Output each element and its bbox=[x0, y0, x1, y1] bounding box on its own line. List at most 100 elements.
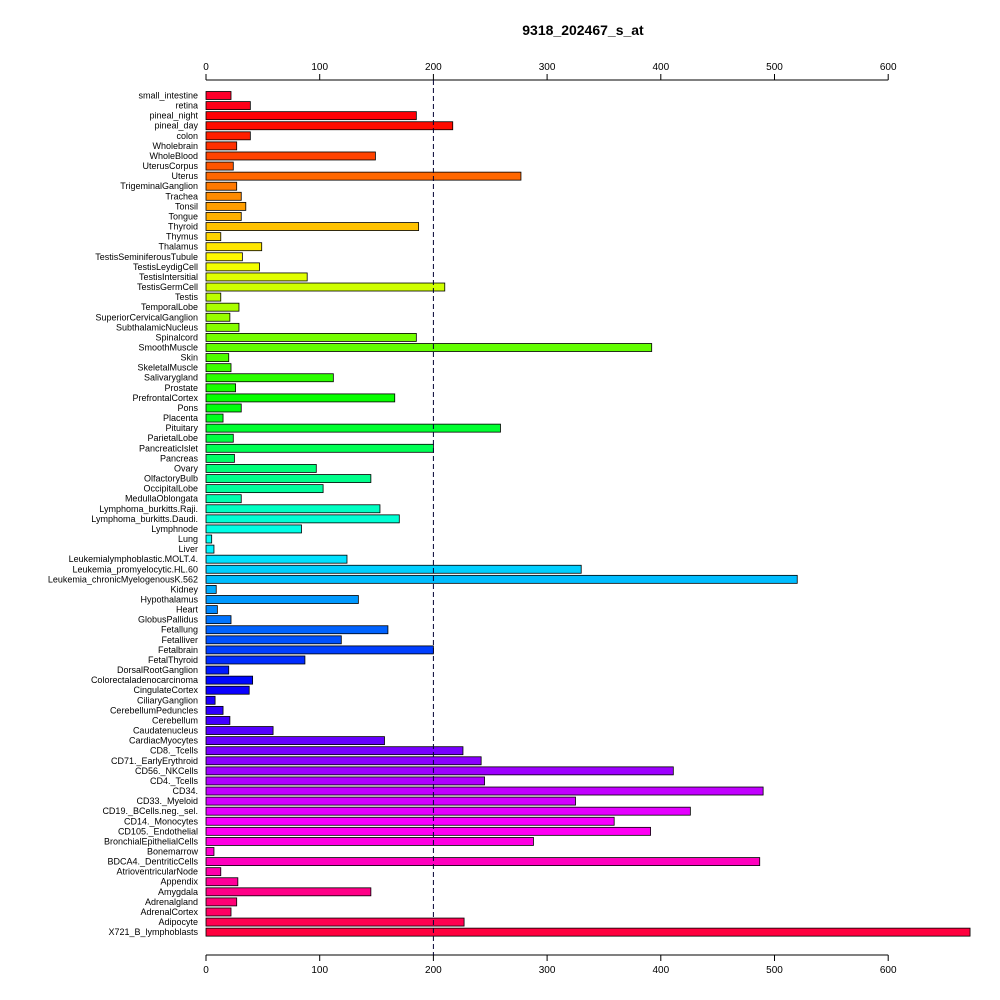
category-label: TestisGermCell bbox=[137, 282, 198, 292]
category-label: Pons bbox=[177, 403, 198, 413]
category-label: CD14._Monocytes bbox=[124, 816, 199, 826]
category-label: ParietalLobe bbox=[147, 433, 198, 443]
x-axis-top: 0 100 200 300 400 500 600 bbox=[203, 62, 897, 81]
bar-CD8._Tcells bbox=[205, 746, 464, 756]
bar-retina bbox=[205, 101, 251, 110]
category-label: Spinalcord bbox=[155, 332, 198, 342]
category-label: Salivarygland bbox=[144, 373, 198, 383]
bar-CiliaryGanglion bbox=[205, 695, 216, 705]
category-label: Pancreas bbox=[160, 453, 199, 463]
bar-AtrioventricularNode bbox=[205, 867, 222, 877]
bar-CD19._BCells.neg._sel. bbox=[205, 806, 691, 816]
category-label: WholeBlood bbox=[149, 151, 198, 161]
bar-CD14._Monocytes bbox=[205, 816, 615, 826]
category-label: Fetalbrain bbox=[158, 645, 198, 655]
bar-Pituitary bbox=[205, 423, 501, 433]
category-label: Tonsil bbox=[175, 201, 198, 211]
bar-CingulateCortex bbox=[205, 685, 250, 695]
bar-Prostate bbox=[205, 383, 236, 393]
category-label: Thalamus bbox=[158, 242, 198, 252]
tick-label: 200 bbox=[425, 62, 442, 73]
category-label: Skin bbox=[180, 353, 198, 363]
bar-TestisSeminiferousTubule bbox=[205, 252, 243, 262]
bar-Leukemialymphoblastic.MOLT.4. bbox=[205, 554, 348, 564]
category-label: Amygdala bbox=[158, 887, 198, 897]
category-label: Fetalliver bbox=[161, 635, 198, 645]
bars-group: small_intestineretinapineal_nightpineal_… bbox=[48, 91, 971, 937]
category-label: pineal_night bbox=[149, 111, 198, 121]
bar-Uterus bbox=[205, 171, 522, 181]
bar-PrefrontalCortex bbox=[205, 393, 396, 403]
bar-colon bbox=[205, 131, 251, 141]
bar-X721_B_lymphoblasts bbox=[205, 927, 971, 937]
tick-label: 600 bbox=[880, 965, 897, 976]
bar-Thalamus bbox=[205, 242, 263, 252]
bar-Lymphoma_burkitts.Daudi. bbox=[205, 514, 400, 524]
bar-CD105._Endothelial bbox=[205, 826, 651, 836]
tick-label: 100 bbox=[311, 965, 328, 976]
category-label: OlfactoryBulb bbox=[144, 474, 198, 484]
category-label: Pituitary bbox=[165, 423, 198, 433]
category-label: Testis bbox=[175, 292, 199, 302]
category-label: Trachea bbox=[165, 191, 198, 201]
bar-DorsalRootGanglion bbox=[205, 665, 230, 675]
bar-Adrenalgland bbox=[205, 897, 238, 907]
category-label: Bonemarrow bbox=[147, 847, 199, 857]
tick-label: 400 bbox=[652, 965, 669, 976]
tick-label: 0 bbox=[203, 62, 209, 73]
bar-Cerebellum bbox=[205, 716, 231, 725]
category-label: Caudatenucleus bbox=[133, 726, 199, 736]
category-label: retina bbox=[175, 101, 198, 111]
category-label: CD105._Endothelial bbox=[118, 826, 198, 836]
category-label: Lymphnode bbox=[151, 524, 198, 534]
category-label: Leukemia_chronicMyelogenousK.562 bbox=[48, 574, 198, 584]
category-label: OccipitalLobe bbox=[143, 484, 198, 494]
bar-Tonsil bbox=[205, 201, 247, 211]
tick-label: 300 bbox=[539, 62, 556, 73]
bar-Colorectaladenocarcinoma bbox=[205, 675, 254, 685]
category-label: TrigeminalGanglion bbox=[120, 181, 198, 191]
category-label: CD56._NKCells bbox=[135, 766, 199, 776]
category-label: Lymphoma_burkitts.Daudi. bbox=[91, 514, 198, 524]
bar-CD71._EarlyErythroid bbox=[205, 756, 482, 766]
category-label: Cerebellum bbox=[152, 715, 198, 725]
category-label: Lung bbox=[178, 534, 198, 544]
category-label: Adrenalgland bbox=[145, 897, 198, 907]
bar-SkeletalMuscle bbox=[205, 363, 232, 373]
tick-label: 500 bbox=[766, 965, 783, 976]
bar-Thyroid bbox=[205, 222, 420, 231]
category-label: Thyroid bbox=[168, 222, 198, 232]
bar-Lymphnode bbox=[205, 524, 302, 534]
category-label: FetalThyroid bbox=[148, 655, 198, 665]
bar-AdrenalCortex bbox=[205, 907, 232, 917]
category-label: TemporalLobe bbox=[141, 302, 198, 312]
bar-Placenta bbox=[205, 413, 224, 423]
category-label: Leukemialymphoblastic.MOLT.4. bbox=[69, 554, 198, 564]
category-label: CD8._Tcells bbox=[150, 746, 199, 756]
bar-Wholebrain bbox=[205, 141, 238, 151]
bar-Salivarygland bbox=[205, 373, 334, 383]
category-label: CD71._EarlyErythroid bbox=[111, 756, 198, 766]
tick-label: 600 bbox=[880, 62, 897, 73]
chart-title: 9318_202467_s_at bbox=[522, 22, 644, 38]
category-label: TestisLeydigCell bbox=[133, 262, 198, 272]
category-label: PrefrontalCortex bbox=[132, 393, 198, 403]
category-label: Tongue bbox=[168, 211, 198, 221]
bar-ParietalLobe bbox=[205, 433, 234, 443]
category-label: Kidney bbox=[170, 584, 198, 594]
bar-BDCA4._DentriticCells bbox=[205, 857, 761, 866]
category-label: SkeletalMuscle bbox=[137, 363, 198, 373]
category-label: Colorectaladenocarcinoma bbox=[91, 675, 198, 685]
bar-pineal_night bbox=[205, 111, 417, 121]
tick-label: 400 bbox=[652, 62, 669, 73]
bar-MedullaOblongata bbox=[205, 494, 242, 504]
bar-OccipitalLobe bbox=[205, 484, 324, 494]
bar-CD33._Myeloid bbox=[205, 796, 576, 806]
bar-Pons bbox=[205, 403, 242, 413]
bar-Fetallung bbox=[205, 625, 389, 635]
bar-Tongue bbox=[205, 212, 242, 221]
bar-TemporalLobe bbox=[205, 302, 240, 312]
category-label: TestisSeminiferousTubule bbox=[95, 252, 198, 262]
category-label: SmoothMuscle bbox=[138, 343, 198, 353]
bar-Lymphoma_burkitts.Raji. bbox=[205, 504, 381, 514]
